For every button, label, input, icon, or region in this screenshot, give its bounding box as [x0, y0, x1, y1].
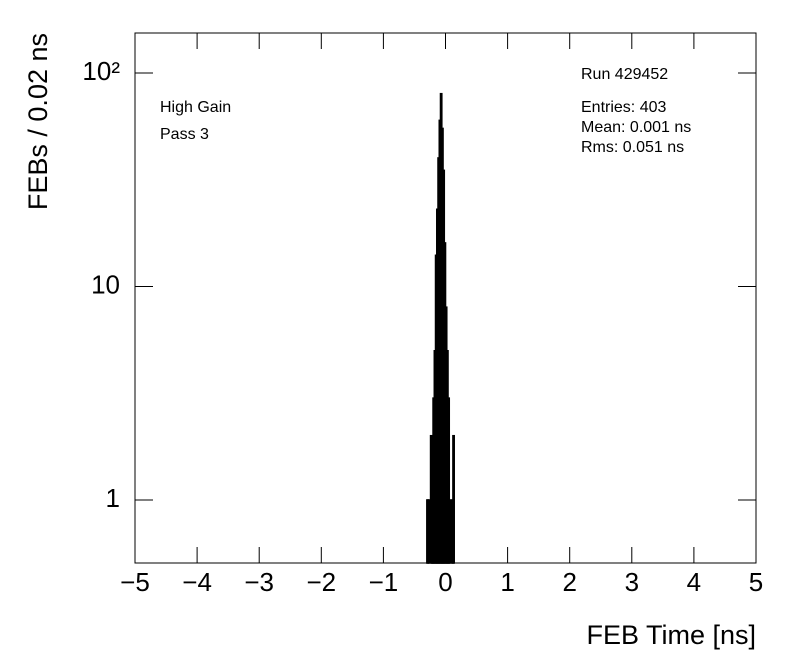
x-tick-label: 4: [687, 567, 701, 597]
x-tick-label: 0: [438, 567, 452, 597]
histogram-bar: [448, 499, 452, 564]
x-tick-label: −3: [244, 567, 274, 597]
x-tick-label: −5: [120, 567, 150, 597]
histogram-bar: [452, 434, 455, 564]
histogram-bar: [427, 499, 431, 564]
y-tick-label: 10²: [82, 56, 120, 86]
x-tick-label: 2: [562, 567, 576, 597]
x-axis-title: FEB Time [ns]: [586, 620, 756, 650]
annotation: High Gain: [160, 99, 231, 116]
x-tick-label: 5: [749, 567, 763, 597]
x-tick-label: 3: [625, 567, 639, 597]
annotation: Pass 3: [160, 126, 209, 143]
y-tick-label: 10: [91, 269, 120, 299]
annotation: Run 429452: [581, 66, 668, 83]
x-tick-label: −2: [306, 567, 336, 597]
annotation: Entries: 403: [581, 99, 666, 116]
x-tick-label: −1: [369, 567, 399, 597]
y-tick-label: 1: [106, 483, 120, 513]
annotation: Rms: 0.051 ns: [581, 139, 684, 156]
x-tick-label: 1: [500, 567, 514, 597]
y-axis-title: FEBs / 0.02 ns: [23, 33, 53, 210]
x-tick-label: −4: [182, 567, 212, 597]
annotation: Mean: 0.001 ns: [581, 119, 691, 136]
